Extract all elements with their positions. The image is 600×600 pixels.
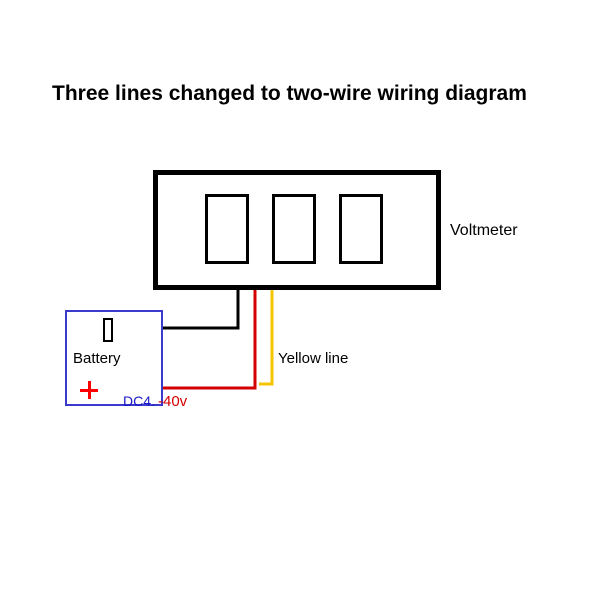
voltmeter-label: Voltmeter: [450, 222, 518, 240]
dc-label-prefix: DC4.: [123, 393, 155, 409]
battery-label: Battery: [73, 350, 121, 367]
battery-terminal-icon: [103, 318, 113, 342]
voltmeter-digit-2: [272, 194, 316, 264]
voltmeter-digit-1: [205, 194, 249, 264]
wire-yellow: [259, 290, 272, 384]
diagram-title: Three lines changed to two-wire wiring d…: [52, 82, 527, 106]
wire-black: [163, 290, 238, 328]
dc-label-suffix: -40v: [158, 393, 187, 410]
battery-plus-icon-v: [88, 381, 91, 399]
wire-red: [163, 290, 255, 388]
voltmeter-digit-3: [339, 194, 383, 264]
yellow-line-label: Yellow line: [278, 350, 348, 367]
